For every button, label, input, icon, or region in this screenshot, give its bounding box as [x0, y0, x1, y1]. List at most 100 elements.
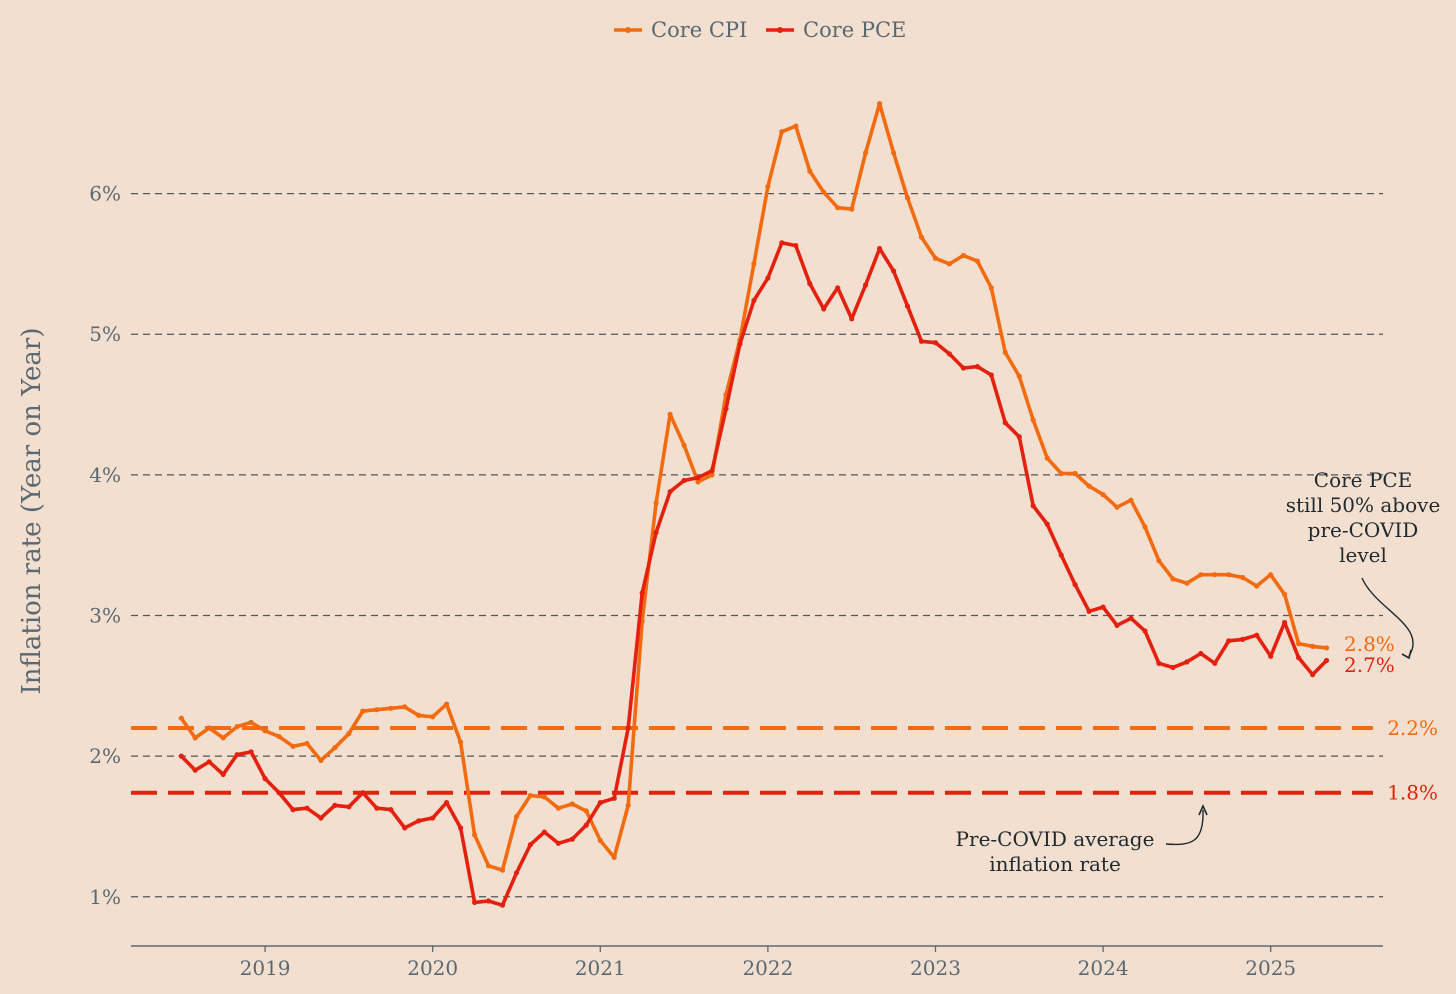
data-point — [262, 728, 268, 734]
data-point — [779, 129, 785, 135]
data-point — [513, 814, 520, 820]
data-point — [472, 899, 478, 906]
data-point — [653, 529, 659, 536]
annotation-pre-covid-arrow — [1165, 809, 1204, 846]
data-point — [709, 468, 715, 474]
end-labels: 2.8% 2.7% — [1344, 632, 1395, 677]
data-point — [1226, 638, 1232, 644]
data-point — [849, 316, 855, 322]
data-point — [458, 739, 464, 745]
annotation-core-pce-arrow — [1361, 577, 1414, 657]
data-point — [1030, 503, 1036, 509]
data-point — [695, 479, 701, 485]
data-point — [667, 489, 673, 495]
x-tick-label: 2021 — [575, 956, 626, 980]
data-point — [276, 733, 282, 740]
data-point — [891, 268, 897, 274]
data-point — [1240, 636, 1246, 643]
data-point — [1198, 572, 1204, 578]
data-point — [904, 195, 911, 201]
data-point — [541, 829, 548, 835]
data-point — [485, 898, 492, 904]
data-point — [1086, 483, 1092, 489]
reference-line-label: 1.8% — [1387, 781, 1438, 805]
data-point — [178, 753, 184, 759]
data-point — [499, 902, 506, 908]
data-point — [499, 867, 506, 873]
data-point — [1296, 641, 1302, 647]
data-point — [793, 123, 799, 129]
data-point — [681, 442, 687, 448]
data-point — [765, 275, 771, 281]
core-pce-annotation: Core PCE still 50% above pre-COVID level — [1286, 468, 1441, 660]
data-point — [653, 500, 659, 506]
data-point — [1268, 653, 1274, 659]
data-point — [1323, 645, 1330, 651]
x-tick-label: 2025 — [1245, 956, 1296, 980]
legend-marker-core-cpi — [625, 27, 631, 33]
data-point — [569, 836, 575, 842]
reference-lines: 2.2% 1.8% — [131, 716, 1438, 805]
data-point — [374, 805, 380, 811]
data-point — [430, 714, 436, 720]
data-point — [1254, 583, 1260, 589]
y-tick-label: 3% — [89, 604, 121, 628]
data-point — [695, 475, 701, 481]
data-point — [1156, 660, 1162, 666]
data-point — [192, 735, 198, 741]
data-point — [1268, 572, 1274, 578]
annotation-core-pce-arrowhead — [1401, 649, 1412, 660]
data-point — [527, 792, 534, 799]
annotation-pre-covid-line-2: inflation rate — [989, 852, 1121, 876]
data-point — [639, 590, 645, 596]
data-point — [835, 285, 841, 291]
data-point — [821, 306, 827, 312]
data-point — [723, 406, 729, 412]
data-point — [904, 303, 911, 309]
legend-item-core-pce[interactable]: Core PCE — [766, 18, 906, 42]
data-point — [220, 771, 226, 778]
data-point — [946, 261, 953, 267]
data-point — [192, 767, 198, 773]
data-point — [681, 477, 687, 484]
data-point — [1310, 672, 1316, 678]
data-point — [1282, 619, 1288, 626]
data-point — [1296, 655, 1302, 661]
data-point — [346, 731, 352, 737]
data-point — [946, 351, 953, 357]
data-point — [709, 472, 715, 478]
data-point — [360, 708, 366, 714]
y-tick-label: 5% — [89, 322, 121, 346]
legend-item-core-cpi[interactable]: Core CPI — [614, 18, 747, 42]
data-point — [988, 285, 994, 291]
y-tick-label: 2% — [89, 744, 121, 768]
data-point — [304, 740, 310, 747]
data-point — [402, 704, 408, 710]
series-line — [179, 101, 1329, 872]
data-point — [1058, 552, 1064, 558]
data-point — [597, 837, 603, 844]
y-tick-label: 4% — [89, 463, 121, 487]
x-tick-label: 2022 — [742, 956, 793, 980]
annotation-core-pce-line-2: still 50% above — [1286, 493, 1441, 517]
data-point — [248, 719, 254, 726]
data-point — [1002, 349, 1008, 356]
y-tick-label: 1% — [89, 885, 121, 909]
data-point — [318, 757, 324, 764]
data-point — [416, 818, 422, 824]
data-point — [569, 801, 575, 807]
data-point — [290, 807, 296, 813]
data-point — [1128, 497, 1134, 503]
data-point — [234, 724, 240, 730]
annotation-pre-covid-line-1: Pre-COVID average — [956, 827, 1155, 851]
data-point — [918, 338, 925, 344]
data-point — [1198, 650, 1204, 657]
data-point — [555, 840, 562, 846]
annotation-core-pce-line-1: Core PCE — [1314, 468, 1412, 492]
data-point — [737, 341, 743, 347]
data-point — [1226, 572, 1232, 578]
data-point — [1030, 417, 1036, 423]
data-point — [444, 800, 450, 806]
data-point — [1282, 591, 1288, 598]
data-point — [234, 752, 240, 758]
